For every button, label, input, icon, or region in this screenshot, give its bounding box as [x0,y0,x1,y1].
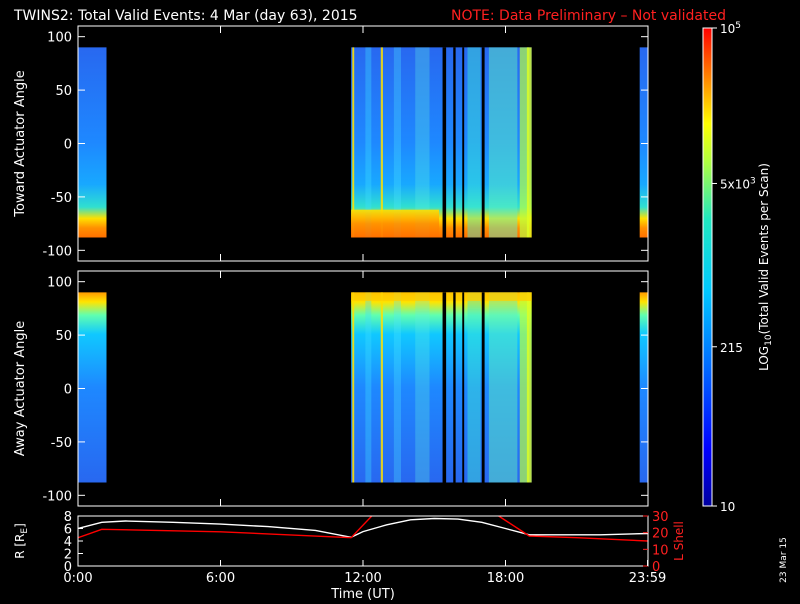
xtick-label-0: 0:00 [63,571,92,586]
colorbar-label: LOG10(Total Valid Events per Scan) [757,163,774,371]
ylabel-away: Away Actuator Angle [13,321,28,456]
data-gap-away-2 [462,292,465,483]
texture-stripe-toward-1 [380,47,383,238]
date-stamp: 23 Mar 15 [779,537,789,583]
ytick-label-toward-4: -100 [42,244,72,259]
orbit-ytick-left-label-3: 6 [64,523,72,538]
panel-frame-orbit [77,515,649,567]
colorbar-tick-label-1: 215 [720,341,743,355]
texture-stripe-away-4 [415,292,430,483]
orbit-ytick-left-label-2: 4 [64,535,72,550]
ytick-label-away-3: -50 [51,436,72,451]
radius-line [78,517,648,539]
data-block-away-0 [78,292,107,483]
enhanced-band-toward [351,209,439,238]
texture-stripe-toward-5 [467,47,481,238]
enhanced-band-away [351,292,532,301]
colorbar-tick-label-2: 5x103 [720,176,756,191]
xtick-label-2: 12:00 [344,571,381,586]
ytick-label-away-0: 100 [47,276,72,291]
colorbar-tick-label-main-2: 5x10 [720,177,750,191]
texture-stripe-away-6 [488,292,518,483]
texture-stripe-toward-3 [393,47,401,238]
orbit-ytick-right-label-0: 0 [652,560,660,575]
colorbar-tick-label-main-1: 215 [720,341,743,355]
data-gap-toward-1 [453,47,456,238]
xtick-label-1: 6:00 [206,571,235,586]
ylabel-radius-main: R [R [13,534,27,559]
data-gap-toward-0 [442,47,447,238]
lshell-line [78,516,648,542]
ylabel-lshell: L Shell [672,521,686,561]
ytick-label-away-2: 0 [64,383,72,398]
data-gap-toward-3 [481,47,485,238]
texture-stripe-away-8 [526,292,532,483]
data-gap-toward-2 [462,47,465,238]
ytick-label-toward-0: 100 [47,31,72,46]
ytick-label-toward-1: 50 [55,84,72,99]
orbit-ytick-left-label-1: 2 [64,548,72,563]
texture-stripe-toward-6 [488,47,518,238]
texture-stripe-away-5 [467,292,481,483]
data-block-toward-0 [78,47,107,238]
texture-stripe-away-1 [380,292,383,483]
texture-stripe-toward-4 [415,47,430,238]
heatmap-away: 100 50 0 -50 -100 Away Actuator Angle [13,270,649,507]
colorbar-tick-label-0: 10 [720,500,735,514]
ylabel-toward: Toward Actuator Angle [13,70,28,217]
colorbar-label-tail: (Total Valid Events per Scan) [757,163,771,334]
texture-stripe-toward-0 [352,47,355,238]
colorbar-tick-label-sup-2: 3 [750,176,756,186]
colorbar-tick-label-main-3: 10 [720,22,735,36]
data-block-away-2 [639,292,648,483]
texture-stripe-toward-2 [365,47,372,238]
data-gap-away-0 [442,292,447,483]
colorbar-gradient [702,27,713,507]
ylabel-radius-tail: ] [13,523,27,528]
texture-stripe-away-2 [365,292,372,483]
ytick-label-away-4: -100 [42,489,72,504]
texture-stripe-away-0 [352,292,355,483]
colorbar-label-sub: 10 [764,334,774,346]
ytick-label-toward-2: 0 [64,138,72,153]
data-block-toward-2 [639,47,648,238]
orbit-ytick-right-label-1: 10 [652,543,669,558]
orbit-ytick-right-label-3: 30 [652,510,669,525]
data-gap-away-1 [453,292,456,483]
ytick-label-away-1: 50 [55,329,72,344]
colorbar-tick-label-3: 105 [720,21,741,36]
colorbar-label-main: LOG [757,346,771,371]
data-gap-away-3 [481,292,485,483]
texture-stripe-away-7 [519,292,530,483]
texture-stripe-away-3 [393,292,401,483]
colorbar-tick-label-main-0: 10 [720,500,735,514]
xtick-label-3: 18:00 [487,571,524,586]
texture-stripe-toward-8 [526,47,532,238]
orbit-ytick-left-label-0: 0 [64,560,72,575]
plot-title: TWINS2: Total Valid Events: 4 Mar (day 6… [13,8,358,24]
xtick-label-4: 23:59 [629,571,666,586]
texture-stripe-toward-7 [519,47,530,238]
orbit-ytick-right-label-2: 20 [652,527,669,542]
ylabel-radius: R [RE] [13,523,30,559]
preliminary-note: NOTE: Data Preliminary – Not validated [451,8,726,24]
colorbar-tick-label-sup-3: 5 [735,21,741,31]
heatmap-toward: 100 50 0 -50 -100 Toward Actuator Angle [13,25,649,262]
xlabel-time: Time (UT) [330,587,395,600]
ylabel-radius-sub: E [20,528,30,534]
orbit-ytick-left-label-4: 8 [64,510,72,525]
ytick-label-toward-3: -50 [51,191,72,206]
